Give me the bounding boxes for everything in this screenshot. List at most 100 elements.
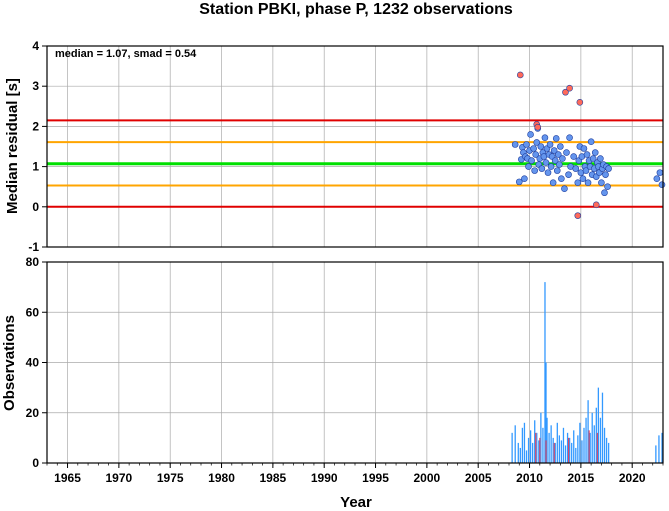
inlier-point-54: [579, 175, 587, 182]
inlier-point-21: [538, 165, 546, 172]
x-axis-label: Year: [340, 494, 372, 511]
inlier-point-40: [558, 175, 565, 182]
obs-bar-alt-5: [588, 430, 590, 463]
obs-bar-19: [550, 425, 552, 463]
obs-bar-26: [564, 445, 567, 463]
bottom-y-axis-label: Observations: [1, 315, 18, 411]
obs-bar-28: [568, 437, 571, 463]
obs-bar-36: [585, 417, 587, 463]
obs-bar-22: [556, 422, 558, 463]
obs-bar-24: [560, 440, 563, 463]
obs-bar-25: [562, 427, 565, 463]
top-frame: [46, 45, 664, 248]
inlier-point-57: [582, 167, 590, 174]
obs-bar-35: [583, 427, 585, 463]
obs-bar-47: [607, 442, 610, 463]
outlier-point-7: [592, 201, 600, 209]
xtick-label-2: 1975: [157, 471, 184, 485]
obs-bar-31: [575, 447, 577, 463]
xtick-label-9: 2010: [516, 471, 543, 485]
xtick-label-0: 1965: [54, 471, 81, 485]
inlier-point-78: [604, 183, 611, 190]
obs-bar-18: [548, 432, 550, 463]
obs-bar-14: [542, 427, 544, 463]
obs-bar-alt-1: [539, 437, 541, 463]
inlier-point-49: [574, 179, 582, 186]
top-y-ticks: -1 0 1 2 3 4: [28, 39, 47, 254]
inlier-point-38: [556, 161, 563, 168]
obs-bar-21: [554, 442, 556, 463]
inlier-point-39: [557, 143, 564, 150]
obs-bar-43: [599, 417, 602, 463]
inlier-point-32: [549, 179, 557, 186]
obs-bar-alt-0: [535, 432, 537, 463]
obs-bar-38: [589, 432, 591, 463]
obs-bar-40: [593, 425, 595, 463]
obs-bar-11: [536, 432, 538, 463]
inlier-point-71: [597, 155, 604, 162]
xtick-label-1: 1970: [106, 471, 133, 485]
obs-bar-alt-4: [568, 437, 570, 463]
inlier-point-80: [653, 175, 661, 182]
inlier-point-20: [537, 143, 545, 150]
inlier-point-13: [530, 145, 537, 152]
obs-bar-5: [523, 422, 526, 463]
inlier-point-81: [656, 169, 664, 176]
inlier-point-5: [521, 175, 528, 182]
top-ytick-label-0: -1: [28, 240, 39, 254]
obs-bar-alt-3: [553, 442, 555, 463]
chart-title: Station PBKI, phase P, 1232 observations: [199, 1, 513, 18]
obs-bar-9: [532, 442, 534, 463]
xtick-label-10: 2015: [568, 471, 595, 485]
obs-bar-alt-6: [596, 432, 598, 463]
xtick-label-11: 2020: [619, 471, 646, 485]
obs-bar-17: [546, 417, 548, 463]
xtick-label-8: 2005: [465, 471, 492, 485]
stats-annotation: median = 1.07, smad = 0.54: [55, 48, 197, 60]
residual-points: [511, 71, 666, 219]
x-ticks: 1965 1970 1975 1980 1985 1990 1995 2000 2005 2010…: [46, 463, 664, 485]
obs-bar-4: [521, 427, 524, 463]
xtick-label-5: 1990: [311, 471, 338, 485]
outlier-point-3: [562, 88, 569, 96]
inlier-point-9: [525, 163, 532, 170]
bottom-ytick-label-2: 40: [26, 356, 40, 370]
inlier-point-82: [658, 181, 666, 188]
obs-bar-3: [519, 447, 521, 463]
obs-bar-8: [529, 430, 532, 463]
inlier-point-14: [531, 167, 538, 174]
inlier-point-25: [542, 159, 550, 166]
residual-panel: -1 0 1 2 3 4 median = 1.07, smad = 0.54 Media…: [4, 39, 666, 254]
obs-bar-alt-2: [545, 440, 547, 463]
obs-bar-33: [579, 422, 581, 463]
bottom-ytick-label-3: 60: [26, 305, 40, 319]
inlier-point-1: [515, 178, 523, 186]
inlier-point-75: [601, 189, 608, 197]
obs-bar-34: [581, 440, 583, 463]
inlier-point-58: [583, 151, 591, 158]
inlier-point-37: [554, 151, 562, 158]
inlier-point-33: [550, 147, 558, 154]
obs-bar-1: [514, 425, 516, 463]
bottom-ytick-label-1: 20: [26, 406, 40, 420]
inlier-point-0: [511, 141, 519, 148]
obs-bar-45: [603, 427, 606, 463]
xtick-label-7: 2000: [414, 471, 441, 485]
top-ytick-label-5: 4: [32, 39, 39, 53]
top-y-axis-label: Median residual [s]: [4, 78, 21, 214]
obs-bar-37: [587, 400, 589, 463]
obs-bar-12: [538, 440, 540, 463]
obs-bar-29: [571, 442, 573, 463]
inlier-point-42: [561, 185, 568, 193]
obs-bar-48: [655, 445, 657, 463]
bottom-y-ticks: 0 20 40 60 80: [26, 255, 47, 470]
inlier-point-45: [566, 134, 573, 141]
outlier-point-2: [534, 123, 542, 131]
inlier-point-62: [587, 138, 595, 145]
inlier-point-59: [584, 179, 592, 186]
inlier-point-15: [532, 151, 539, 158]
obs-bar-30: [573, 430, 575, 463]
xtick-label-4: 1985: [260, 471, 287, 485]
inlier-point-34: [551, 157, 559, 164]
